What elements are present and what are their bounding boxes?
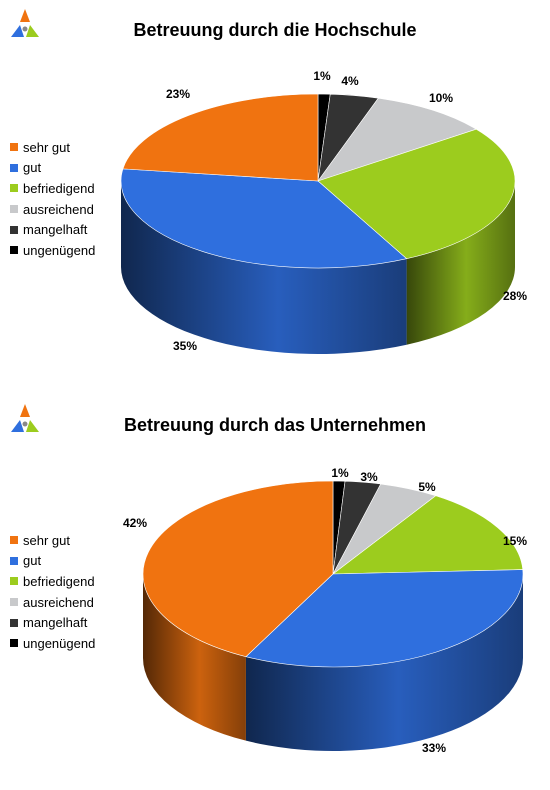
data-label-sehr-gut: 23%	[166, 87, 190, 101]
legend-swatch	[10, 205, 18, 214]
chart-panel-unternehmen: Betreuung durch das Unternehmen sehr gut…	[0, 395, 550, 790]
pie-slice-gut	[245, 569, 524, 668]
legend-item-ausreichend: ausreichend	[10, 199, 95, 220]
pie-side-gut	[245, 574, 524, 751]
chart-title: Betreuung durch die Hochschule	[133, 20, 417, 40]
legend-item-sehr-gut: sehr gut	[10, 137, 95, 158]
chart-panel-hochschule: Betreuung durch die Hochschule sehr gut g…	[10, 9, 527, 355]
legend-label: sehr gut	[23, 532, 70, 548]
legend-swatch	[10, 556, 18, 565]
pie-side-sehr-gut	[143, 574, 246, 741]
legend-item-ungenuegend: ungenügend	[10, 240, 95, 261]
pie-slice-gut	[120, 168, 408, 269]
legend-swatch	[10, 246, 18, 255]
legend-label: gut	[23, 160, 42, 176]
legend-item-befriedigend: befriedigend	[10, 571, 95, 592]
legend-label: befriedigend	[23, 573, 95, 589]
data-label-befriedigend: 15%	[503, 534, 527, 548]
data-label-befriedigend: 28%	[503, 289, 527, 303]
legend-item-sehr-gut: sehr gut	[10, 530, 95, 551]
pie-slice-sehr-gut	[122, 93, 319, 182]
pie-chart: 1% 4% 10% 28% 35% 23%	[120, 69, 527, 355]
legend-label: mangelhaft	[23, 222, 88, 238]
pie-side-gut	[121, 181, 407, 355]
pie-slice-befriedigend	[332, 495, 524, 575]
legend-item-gut: gut	[10, 158, 95, 179]
pie-side-befriedigend	[406, 181, 515, 345]
legend-swatch	[10, 577, 18, 586]
legend-swatch	[10, 143, 18, 152]
data-label-ungenuegend: 1%	[313, 69, 331, 83]
legend-swatch	[10, 163, 18, 172]
legend-swatch	[10, 184, 18, 193]
legend-label: befriedigend	[23, 180, 95, 196]
pie-chart: 1% 3% 5% 15% 33% 42%	[123, 466, 527, 755]
logo-icon	[11, 404, 39, 432]
data-label-sehr-gut: 42%	[123, 516, 147, 530]
legend-label: ausreichend	[23, 201, 94, 217]
legend-swatch	[10, 598, 18, 607]
data-label-ausreichend: 10%	[429, 91, 453, 105]
pie-slice-ausreichend	[317, 97, 478, 182]
legend-swatch	[10, 536, 18, 545]
legend-item-ausreichend: ausreichend	[10, 592, 95, 613]
legend-item-gut: gut	[10, 551, 95, 572]
data-label-ungenuegend: 1%	[331, 466, 349, 480]
legend-label: mangelhaft	[23, 615, 88, 631]
legend-label: ausreichend	[23, 594, 94, 610]
legend-item-mangelhaft: mangelhaft	[10, 219, 95, 240]
legend-item-befriedigend: befriedigend	[10, 178, 95, 199]
data-label-ausreichend: 5%	[418, 480, 436, 494]
logo-icon	[11, 9, 39, 37]
pie-slice-sehr-gut	[142, 480, 334, 657]
chart-title: Betreuung durch das Unternehmen	[123, 415, 427, 435]
legend-label: ungenügend	[23, 242, 96, 258]
legend-label: sehr gut	[23, 139, 70, 155]
data-label-mangelhaft: 4%	[341, 74, 359, 88]
legend-label: ungenügend	[23, 635, 96, 651]
data-label-mangelhaft: 3%	[360, 470, 378, 484]
legend-label: gut	[23, 553, 42, 569]
legend-swatch	[10, 225, 18, 234]
chart-legend: sehr gut gut befriedigend ausreichend mangel…	[10, 530, 95, 654]
data-label-gut: 35%	[173, 339, 197, 353]
chart-legend: sehr gut gut befriedigend ausreichend mangel…	[10, 137, 95, 261]
pie-slice-befriedigend	[317, 128, 516, 260]
legend-swatch	[10, 618, 18, 627]
legend-swatch	[10, 639, 18, 648]
data-label-gut: 33%	[422, 741, 446, 755]
legend-item-mangelhaft: mangelhaft	[10, 612, 95, 633]
legend-item-ungenuegend: ungenügend	[10, 633, 95, 654]
